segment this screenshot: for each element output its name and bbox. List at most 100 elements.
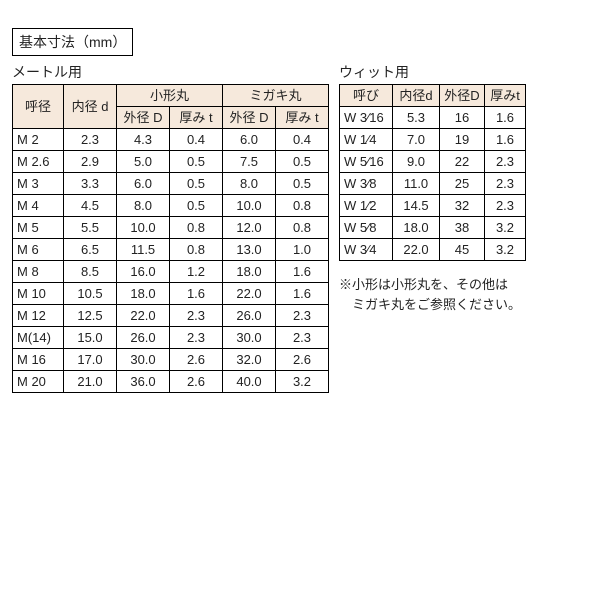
table-cell: 0.8 [276, 217, 329, 239]
table-cell: 2.6 [276, 349, 329, 371]
table-cell: 16 [440, 107, 485, 129]
metric-sub-thick2: 厚み t [276, 107, 329, 129]
table-cell: 0.5 [276, 173, 329, 195]
table-cell: 38 [440, 217, 485, 239]
table-cell: 21.0 [64, 371, 117, 393]
table-cell: 2.3 [170, 305, 223, 327]
table-cell: 45 [440, 239, 485, 261]
table-cell: 22.0 [223, 283, 276, 305]
table-cell: M 4 [13, 195, 64, 217]
table-cell: 8.0 [223, 173, 276, 195]
table-cell: 13.0 [223, 239, 276, 261]
table-cell: 17.0 [64, 349, 117, 371]
table-row: W 1⁄214.5322.3 [340, 195, 526, 217]
table-row: M 66.511.50.813.01.0 [13, 239, 329, 261]
table-cell: 2.9 [64, 151, 117, 173]
table-row: M 1010.518.01.622.01.6 [13, 283, 329, 305]
table-cell: 26.0 [117, 327, 170, 349]
table-cell: 0.8 [276, 195, 329, 217]
table-cell: 11.0 [393, 173, 440, 195]
table-cell: 0.4 [276, 129, 329, 151]
table-cell: M 2 [13, 129, 64, 151]
metric-group-small: 小形丸 [117, 85, 223, 107]
table-cell: M 5 [13, 217, 64, 239]
table-cell: 2.3 [170, 327, 223, 349]
table-row: M 33.36.00.58.00.5 [13, 173, 329, 195]
table-cell: M(14) [13, 327, 64, 349]
table-cell: 6.0 [223, 129, 276, 151]
table-row: W 3⁄422.0453.2 [340, 239, 526, 261]
table-cell: 2.3 [485, 195, 526, 217]
table-cell: M 16 [13, 349, 64, 371]
table-cell: 8.5 [64, 261, 117, 283]
metric-col-callsize: 呼径 [13, 85, 64, 129]
whitworth-table: 呼び 内径d 外径D 厚みt W 3⁄165.3161.6W 1⁄47.0191… [339, 84, 526, 261]
table-row: M 22.34.30.46.00.4 [13, 129, 329, 151]
table-cell: 1.2 [170, 261, 223, 283]
table-row: W 3⁄811.0252.3 [340, 173, 526, 195]
table-cell: 8.0 [117, 195, 170, 217]
table-row: W 5⁄818.0383.2 [340, 217, 526, 239]
table-row: M 1617.030.02.632.02.6 [13, 349, 329, 371]
whitworth-section: ウィット用 呼び 内径d 外径D 厚みt W 3⁄165.3161.6W 1⁄4… [339, 62, 526, 314]
table-cell: 32.0 [223, 349, 276, 371]
table-row: M 1212.522.02.326.02.3 [13, 305, 329, 327]
table-cell: W 3⁄8 [340, 173, 393, 195]
whit-col-inner: 内径d [393, 85, 440, 107]
table-cell: 19 [440, 129, 485, 151]
table-cell: 0.4 [170, 129, 223, 151]
table-cell: W 5⁄16 [340, 151, 393, 173]
table-cell: 16.0 [117, 261, 170, 283]
table-cell: 3.3 [64, 173, 117, 195]
table-cell: 2.3 [64, 129, 117, 151]
table-cell: 32 [440, 195, 485, 217]
table-row: W 5⁄169.0222.3 [340, 151, 526, 173]
whitworth-subtitle: ウィット用 [339, 62, 526, 82]
footnote-line2: ミガキ丸をご参照ください。 [339, 297, 521, 312]
table-cell: W 3⁄16 [340, 107, 393, 129]
metric-subtitle: メートル用 [12, 62, 329, 82]
table-row: M 44.58.00.510.00.8 [13, 195, 329, 217]
table-cell: 4.5 [64, 195, 117, 217]
table-row: M 2.62.95.00.57.50.5 [13, 151, 329, 173]
table-cell: 14.5 [393, 195, 440, 217]
table-cell: 0.8 [170, 217, 223, 239]
whit-col-thick: 厚みt [485, 85, 526, 107]
table-cell: 7.5 [223, 151, 276, 173]
footnote: ※小形は小形丸を、その他は ミガキ丸をご参照ください。 [339, 275, 526, 314]
metric-sub-outer2: 外径 D [223, 107, 276, 129]
table-cell: 1.6 [485, 107, 526, 129]
metric-col-inner-d: 内径 d [64, 85, 117, 129]
table-cell: 2.3 [485, 151, 526, 173]
table-cell: 10.0 [117, 217, 170, 239]
table-cell: 40.0 [223, 371, 276, 393]
metric-table: 呼径 内径 d 小形丸 ミガキ丸 外径 D 厚み t 外径 D 厚み t M 2… [12, 84, 329, 393]
table-cell: 3.2 [276, 371, 329, 393]
table-cell: 0.5 [170, 151, 223, 173]
table-cell: 12.0 [223, 217, 276, 239]
table-cell: 6.0 [117, 173, 170, 195]
table-cell: 25 [440, 173, 485, 195]
whit-col-call: 呼び [340, 85, 393, 107]
table-cell: 30.0 [117, 349, 170, 371]
table-row: W 1⁄47.0191.6 [340, 129, 526, 151]
table-cell: 2.6 [170, 371, 223, 393]
dimensions-title: 基本寸法（mm） [12, 28, 133, 56]
table-cell: 2.6 [170, 349, 223, 371]
table-cell: 2.3 [276, 327, 329, 349]
table-cell: M 8 [13, 261, 64, 283]
table-cell: 1.6 [170, 283, 223, 305]
table-cell: 2.3 [485, 173, 526, 195]
table-cell: M 3 [13, 173, 64, 195]
table-cell: 4.3 [117, 129, 170, 151]
table-row: W 3⁄165.3161.6 [340, 107, 526, 129]
table-row: M 55.510.00.812.00.8 [13, 217, 329, 239]
table-cell: 0.5 [276, 151, 329, 173]
metric-section: メートル用 呼径 内径 d 小形丸 ミガキ丸 外径 D 厚み t 外径 D 厚み… [12, 62, 329, 393]
metric-sub-outer1: 外径 D [117, 107, 170, 129]
whit-col-outer: 外径D [440, 85, 485, 107]
table-cell: 3.2 [485, 217, 526, 239]
table-cell: 36.0 [117, 371, 170, 393]
table-cell: 7.0 [393, 129, 440, 151]
table-cell: 0.5 [170, 195, 223, 217]
